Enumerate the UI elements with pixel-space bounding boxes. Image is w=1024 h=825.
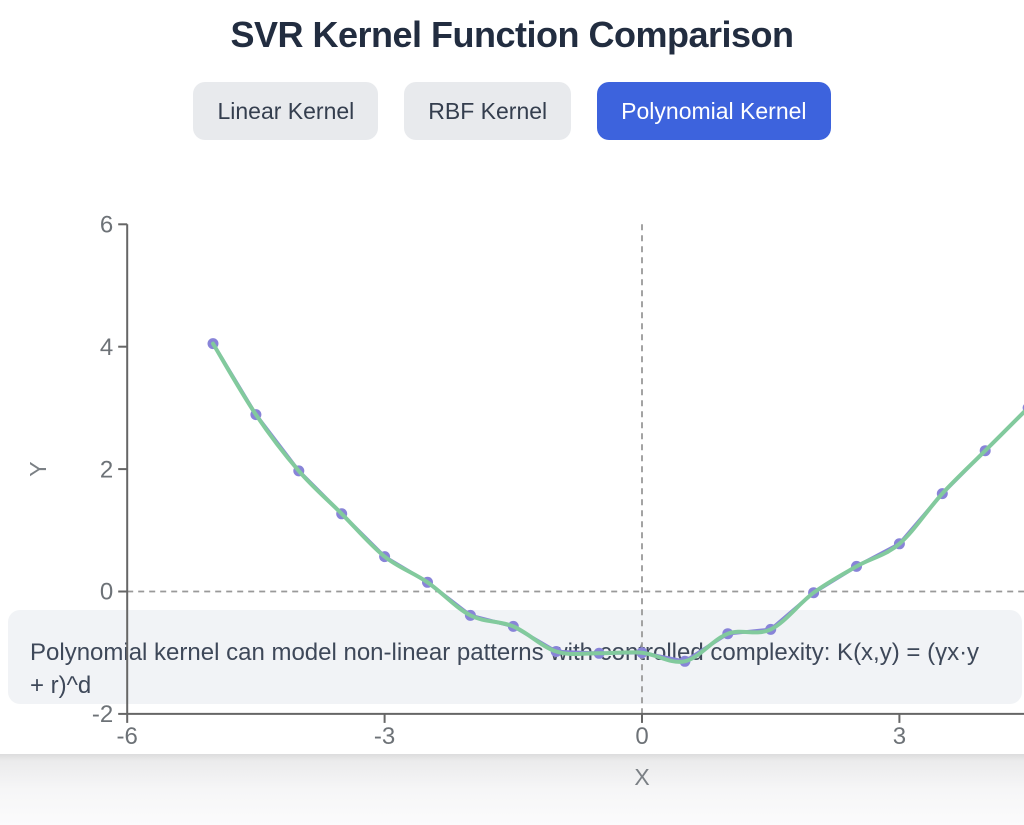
data-point[interactable]: [808, 587, 820, 599]
y-tick-label: 4: [100, 334, 113, 361]
x-tick-label: 0: [635, 723, 648, 750]
y-tick-label: 0: [100, 579, 113, 606]
data-point[interactable]: [464, 609, 476, 621]
data-point[interactable]: [293, 465, 305, 477]
y-axis-label: Y: [25, 461, 51, 476]
bottom-gray-band: [0, 754, 1024, 825]
y-tick-label: 6: [100, 211, 113, 238]
data-point[interactable]: [207, 338, 219, 350]
data-point[interactable]: [979, 445, 991, 457]
data-point[interactable]: [379, 551, 391, 563]
y-tick-label: -2: [92, 701, 113, 728]
data-point[interactable]: [593, 647, 605, 659]
data-point[interactable]: [336, 508, 348, 520]
kernel-description-text: Polynomial kernel can model non-linear p…: [30, 639, 980, 699]
data-point[interactable]: [422, 576, 433, 588]
tab-rbf-kernel[interactable]: RBF Kernel: [404, 82, 572, 140]
data-point[interactable]: [636, 647, 648, 659]
data-point[interactable]: [507, 620, 519, 632]
tab-linear-kernel[interactable]: Linear Kernel: [193, 82, 379, 140]
y-tick-label: 2: [100, 456, 113, 483]
data-point[interactable]: [679, 655, 691, 667]
data-point[interactable]: [250, 409, 262, 421]
kernel-tab-row: Linear Kernel RBF Kernel Polynomial Kern…: [0, 82, 1024, 140]
data-point[interactable]: [936, 488, 948, 500]
page-title: SVR Kernel Function Comparison: [230, 14, 794, 55]
data-point[interactable]: [550, 646, 562, 657]
x-tick-label: -3: [374, 723, 395, 750]
x-tick-label: -6: [117, 723, 138, 750]
tab-polynomial-kernel[interactable]: Polynomial Kernel: [597, 82, 831, 140]
data-point[interactable]: [722, 628, 734, 640]
x-tick-label: 3: [893, 723, 906, 750]
data-point[interactable]: [851, 560, 862, 572]
data-point[interactable]: [765, 623, 777, 635]
data-point[interactable]: [893, 538, 905, 550]
